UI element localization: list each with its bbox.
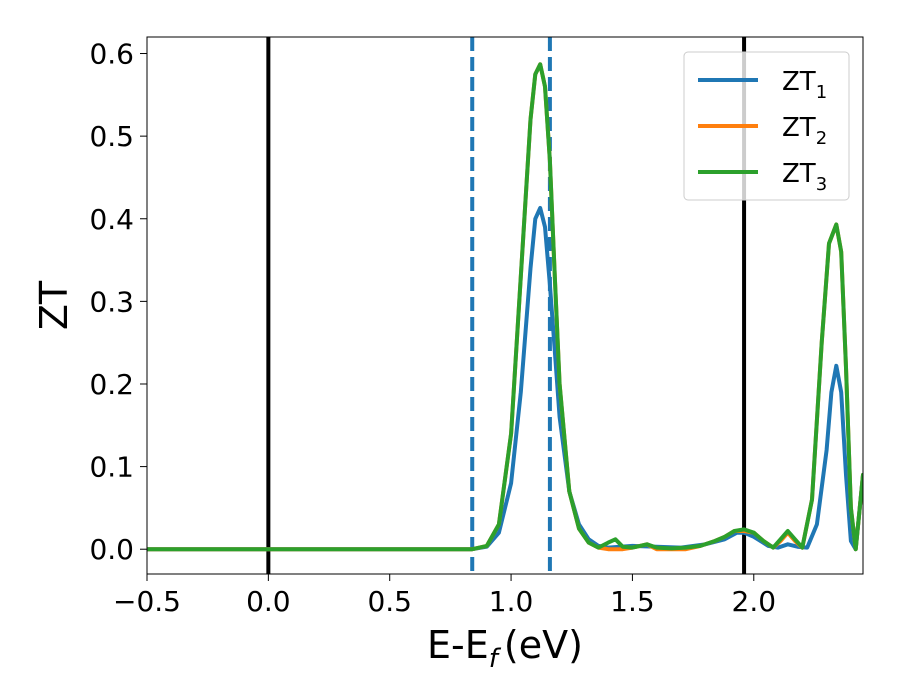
legend: ZT1 ZT2 ZT3 [683, 51, 850, 201]
y-axis: 0.0 0.1 0.2 0.3 0.4 0.5 0.6 [89, 38, 147, 566]
x-axis: −0.5 0.0 0.5 1.0 1.5 2.0 [113, 574, 776, 618]
legend-label: ZT1 [782, 67, 827, 103]
y-tick-label: 0.4 [89, 203, 134, 236]
y-tick-label: 0.2 [89, 368, 134, 401]
series-layer [147, 62, 863, 552]
x-tick-label: 2.0 [732, 585, 777, 618]
x-tick-label: 1.0 [489, 585, 534, 618]
x-tick-label: 0.5 [367, 585, 412, 618]
x-axis-label: E-Ef (eV) [427, 623, 583, 674]
x-tick-label: 1.5 [610, 585, 655, 618]
y-axis-label: ZT [32, 280, 76, 330]
reference-lines [266, 37, 747, 574]
y-tick-label: 0.0 [89, 533, 134, 566]
y-tick-label: 0.3 [89, 285, 134, 318]
legend-label: ZT2 [782, 113, 827, 149]
x-tick-label: −0.5 [113, 585, 181, 618]
plot-frame [146, 36, 864, 575]
series-line-zt1 [147, 206, 863, 552]
legend-label: ZT3 [782, 159, 827, 195]
legend-box [683, 51, 850, 201]
y-tick-label: 0.5 [89, 120, 134, 153]
y-tick-label: 0.6 [89, 38, 134, 71]
y-tick-label: 0.1 [89, 451, 134, 484]
series-line-zt3 [147, 62, 863, 552]
x-tick-label: 0.0 [246, 585, 291, 618]
